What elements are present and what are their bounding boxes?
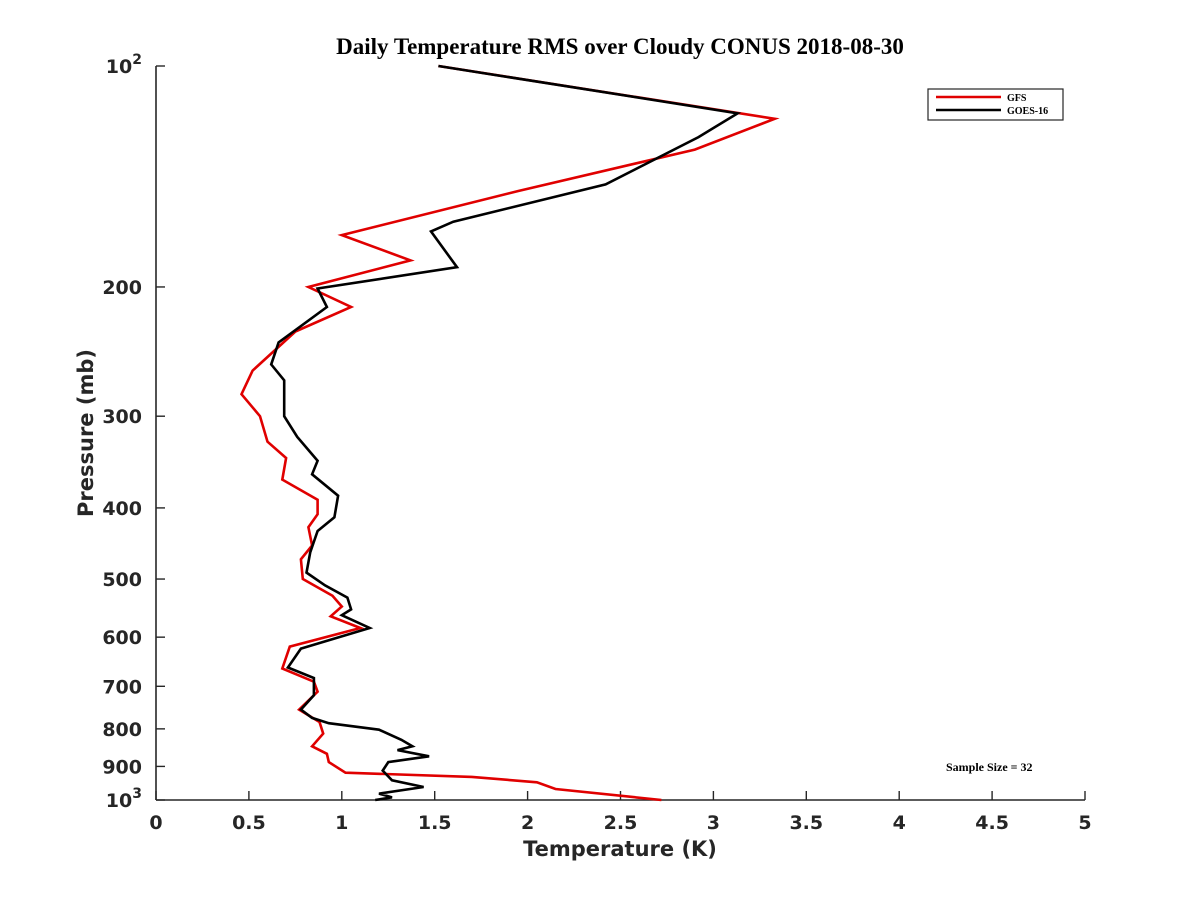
y-tick-label: 800 <box>102 719 142 741</box>
x-tick-label: 2 <box>521 812 534 834</box>
x-tick-label: 4.5 <box>975 812 1009 834</box>
sample-size-annotation: Sample Size = 32 <box>946 760 1033 774</box>
chart-title: Daily Temperature RMS over Cloudy CONUS … <box>336 34 904 59</box>
x-tick-label: 3 <box>707 812 720 834</box>
series-line-gfs <box>239 64 780 802</box>
x-tick-label: 0.5 <box>232 812 266 834</box>
series-line-goes-16 <box>269 64 742 802</box>
y-tick-label: 900 <box>102 756 142 778</box>
y-tick-label: 300 <box>102 406 142 428</box>
x-tick-label: 1 <box>335 812 348 834</box>
x-tick-label: 2.5 <box>604 812 638 834</box>
y-tick-label: 200 <box>102 277 142 299</box>
x-tick-label: 1.5 <box>418 812 452 834</box>
y-tick-label: 600 <box>102 627 142 649</box>
legend: GFS GOES-16 <box>927 88 1064 121</box>
x-tick-label: 4 <box>893 812 906 834</box>
y-tick-label: 700 <box>102 676 142 698</box>
y-tick-label: 103 <box>106 786 142 812</box>
x-ticks: 0 0.5 1 1.5 2 2.5 3 3.5 4 4.5 5 <box>149 791 1092 834</box>
legend-box <box>927 88 1064 121</box>
y-ticks: 102 200 300 400 500 600 700 800 900 103 <box>102 52 165 812</box>
series-layer <box>239 64 780 802</box>
legend-label-goes-16: GOES-16 <box>1007 106 1048 117</box>
x-tick-label: 3.5 <box>789 812 823 834</box>
x-axis-title: Temperature (K) <box>523 837 717 861</box>
y-axis-title: Pressure (mb) <box>74 349 98 517</box>
y-tick-label: 102 <box>106 52 142 78</box>
x-tick-label: 0 <box>149 812 162 834</box>
y-tick-label: 500 <box>102 569 142 591</box>
legend-label-gfs: GFS <box>1007 93 1027 104</box>
y-tick-label: 400 <box>102 498 142 520</box>
x-tick-label: 5 <box>1078 812 1091 834</box>
